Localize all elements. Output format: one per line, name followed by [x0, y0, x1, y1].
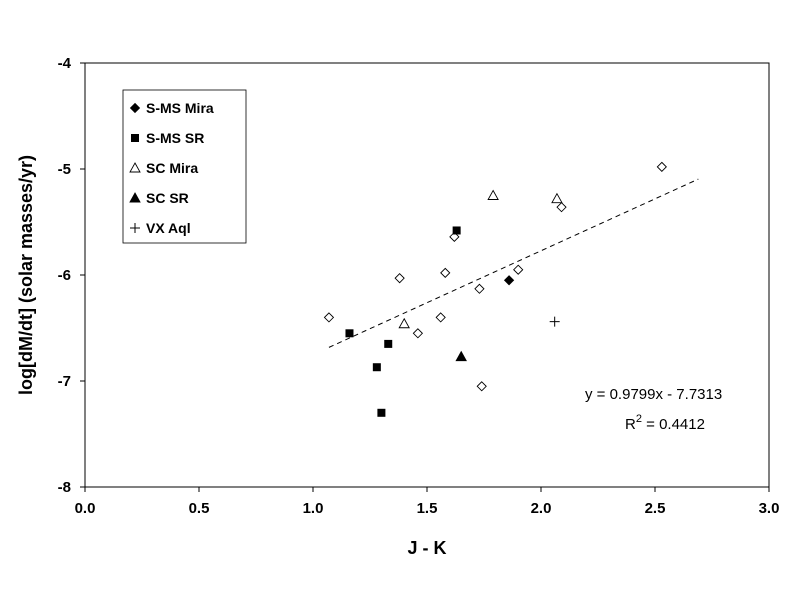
- point-sc-mira: [487, 189, 499, 200]
- y-axis-title: log[dM/dt] (solar masses/yr): [16, 155, 36, 395]
- unlabeled-point: [449, 231, 460, 242]
- legend-label-s-ms-sr: S-MS SR: [146, 130, 204, 146]
- legend-marker-vx-aql: [130, 223, 140, 233]
- r-squared-value: = 0.4412: [642, 416, 705, 433]
- y-tick-label: -8: [58, 479, 71, 496]
- unlabeled-point: [474, 283, 485, 294]
- axis-ticks: [80, 62, 770, 492]
- unlabeled-point: [556, 202, 567, 213]
- point-sc-mira: [551, 192, 563, 204]
- legend-label-s-ms-mira: S-MS Mira: [146, 100, 214, 116]
- x-axis-title: J - K: [407, 538, 446, 558]
- unlabeled-point: [394, 273, 405, 284]
- unlabeled-point: [412, 328, 424, 339]
- unlabeled-point: [440, 267, 451, 279]
- x-tick-label: 2.5: [645, 500, 666, 517]
- y-tick-label: -7: [58, 373, 71, 390]
- x-tick-label: 1.5: [417, 500, 438, 517]
- x-tick-label: 1.0: [303, 500, 324, 517]
- r-squared-exponent: 2: [636, 413, 642, 425]
- legend-label-sc-sr: SC SR: [146, 190, 189, 206]
- point-s-ms-sr: [345, 329, 354, 338]
- trendline: [328, 178, 699, 348]
- trendline-group: [328, 178, 699, 348]
- unlabeled-point: [323, 312, 335, 323]
- point-s-ms-sr: [372, 363, 381, 372]
- r-squared-prefix: R: [625, 416, 636, 433]
- unlabeled-point: [656, 161, 667, 173]
- unlabeled-point: [476, 381, 487, 392]
- legend-marker-s-ms-sr: [131, 134, 139, 142]
- y-tick-label: -5: [58, 161, 71, 178]
- trendline-equation: y = 0.9799x - 7.7313: [585, 386, 722, 403]
- legend: S-MS Mira S-MS SR SC Mira SC SR VX Aql: [122, 89, 247, 244]
- unlabeled-point: [513, 264, 524, 275]
- legend-box: [122, 89, 247, 244]
- point-vx-aql: [549, 316, 560, 327]
- legend-label-sc-mira: SC Mira: [146, 160, 198, 176]
- r-squared-label: R2 = 0.4412: [625, 413, 705, 433]
- legend-marker-sc-sr: [129, 192, 141, 203]
- data-points: [323, 161, 667, 417]
- x-tick-label: 0.5: [189, 500, 210, 517]
- point-s-ms-sr: [452, 226, 461, 235]
- point-s-ms-sr: [377, 408, 386, 417]
- tick-labels: 0.0 0.5 1.0 1.5 2.0 2.5 3.0 -4 -5 -6 -7 -8: [58, 55, 780, 517]
- point-s-ms-mira: [503, 275, 515, 286]
- point-sc-sr: [455, 350, 467, 362]
- unlabeled-point: [435, 312, 446, 323]
- y-tick-label: -6: [58, 267, 71, 284]
- point-sc-mira: [398, 317, 410, 329]
- x-tick-label: 2.0: [531, 500, 552, 517]
- legend-marker-s-ms-mira: [129, 102, 141, 114]
- legend-marker-sc-mira: [129, 162, 141, 173]
- point-s-ms-sr: [384, 339, 393, 348]
- x-tick-label: 3.0: [759, 500, 780, 517]
- y-tick-label: -4: [58, 55, 72, 72]
- x-tick-label: 0.0: [75, 500, 96, 517]
- legend-label-vx-aql: VX Aql: [146, 220, 191, 236]
